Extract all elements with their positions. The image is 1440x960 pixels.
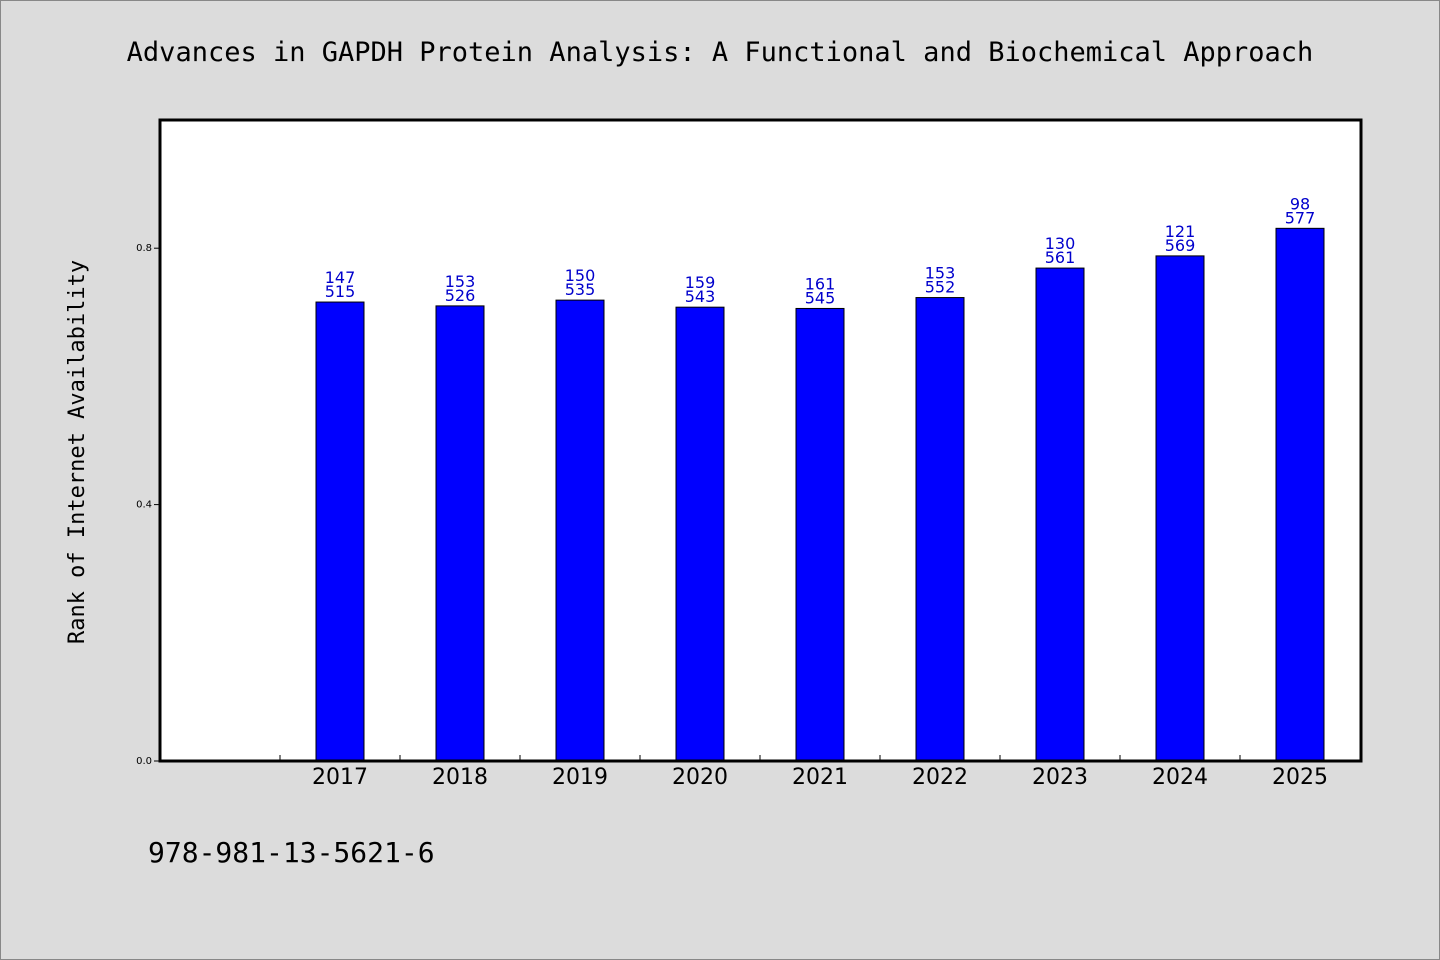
x-tick-label: 2024	[1152, 765, 1208, 790]
data-label: 159	[685, 273, 716, 292]
isbn-label: 978-981-13-5621-6	[148, 836, 435, 869]
bar	[795, 307, 845, 762]
y-tick-label: 0.8	[136, 243, 152, 254]
x-tick-label: 2021	[792, 765, 848, 790]
x-tick-label: 2025	[1272, 765, 1328, 790]
data-label: 121	[1165, 222, 1196, 241]
data-label: 543	[685, 287, 716, 306]
x-tick-label: 2023	[1032, 765, 1088, 790]
plot-border	[158, 118, 1363, 763]
data-label: 153	[445, 272, 476, 291]
x-tick-label: 2020	[672, 765, 728, 790]
data-label: 561	[1045, 248, 1076, 267]
data-label: 98	[1290, 194, 1310, 213]
bar	[915, 297, 965, 762]
bar	[435, 305, 485, 762]
chart-title: Advances in GAPDH Protein Analysis: A Fu…	[127, 37, 1314, 68]
data-labels-layer: 2017147515201815352620191505352020159543…	[312, 194, 1328, 790]
x-tick-label: 2017	[312, 765, 368, 790]
x-tick-label: 2019	[552, 765, 608, 790]
bar	[1275, 227, 1325, 762]
data-label: 526	[445, 286, 476, 305]
data-label: 569	[1165, 236, 1196, 255]
bars-layer	[315, 227, 1325, 762]
bar	[1155, 255, 1205, 762]
bar	[555, 299, 605, 762]
data-label: 535	[565, 280, 596, 299]
data-label: 515	[325, 282, 356, 301]
x-tick-label: 2022	[912, 765, 968, 790]
y-tick-label: 0.4	[136, 500, 152, 511]
data-label: 577	[1285, 208, 1316, 227]
data-label: 153	[925, 264, 956, 283]
bar	[315, 301, 365, 762]
data-label: 552	[925, 278, 956, 297]
data-label: 161	[805, 274, 836, 293]
y-tick-label: 0.0	[136, 756, 152, 767]
data-label: 545	[805, 288, 836, 307]
data-label: 130	[1045, 234, 1076, 253]
bar	[1035, 267, 1085, 762]
bar	[675, 306, 725, 762]
data-label: 147	[325, 268, 356, 287]
data-label: 150	[565, 266, 596, 285]
x-tick-label: 2018	[432, 765, 488, 790]
y-axis-label: Rank of Internet Availability	[65, 260, 90, 644]
